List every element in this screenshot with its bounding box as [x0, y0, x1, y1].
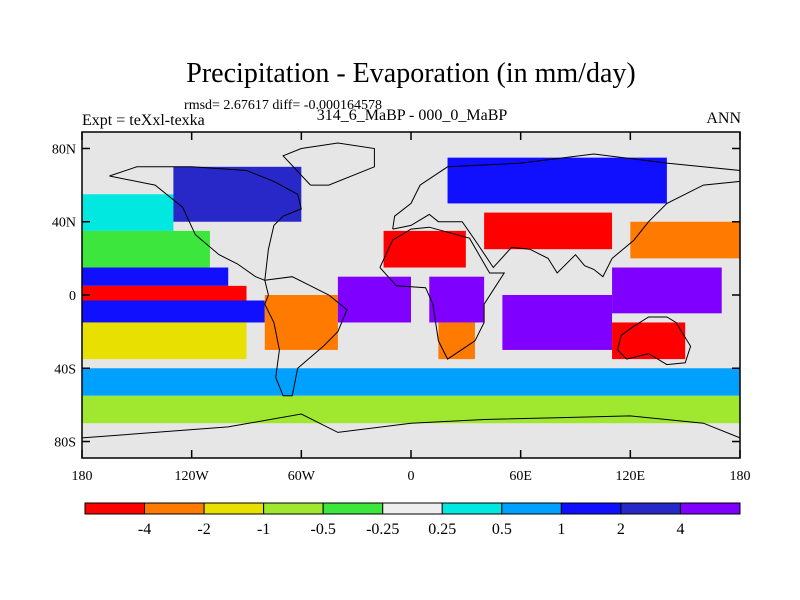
region-pacific-equatorial-red	[82, 285, 247, 301]
colorbar-swatch	[382, 502, 443, 515]
region-asia-desert	[484, 212, 613, 250]
figure-title: Precipitation - Evaporation (in mm/day)	[186, 58, 635, 89]
region-south-pacific-yellow	[82, 322, 247, 360]
experiment-label: Expt = teXxl-texka	[82, 112, 205, 129]
region-tropical-atlantic	[337, 276, 411, 323]
precip-regions	[82, 157, 740, 424]
region-subtropical-pacific	[82, 230, 210, 268]
region-central-africa	[429, 276, 485, 323]
colorbar-swatch	[322, 502, 384, 515]
colorbar-label: 0.5	[492, 521, 512, 538]
colorbar-label: -1	[257, 521, 270, 538]
south-america-coast	[264, 276, 348, 397]
lon-tick-label: 180	[730, 469, 751, 484]
lon-tick-label: 60W	[288, 469, 316, 484]
lat-tick-label: 80N	[52, 142, 76, 157]
colorbar-label: 4	[676, 521, 684, 538]
colorbar-label: -0.25	[366, 521, 399, 538]
region-indian-ocean	[502, 295, 613, 350]
greenland-coast	[282, 142, 375, 186]
lon-tick-label: 120E	[616, 469, 646, 484]
comparison-label: 314_6_MaBP - 000_0_MaBP	[317, 107, 508, 124]
colorbar-label: 1	[557, 521, 565, 538]
colorbar-label: -2	[197, 521, 210, 538]
colorbar-swatch	[144, 502, 205, 515]
lon-tick-label: 60E	[509, 469, 532, 484]
region-pacific-itcz-blue	[82, 267, 229, 286]
lat-tick-label: 40S	[54, 362, 76, 377]
colorbar-label: -0.5	[311, 521, 336, 538]
region-north-pacific-band	[82, 194, 174, 231]
colorbar-swatch	[560, 502, 622, 515]
colorbar-swatch	[203, 502, 265, 515]
lat-tick-label: 40N	[52, 216, 76, 231]
colorbar-swatch	[620, 502, 681, 515]
lat-tick-label: 0	[69, 289, 76, 304]
antarctica-coast	[81, 413, 741, 439]
colorbar-swatch	[501, 502, 562, 515]
colorbar-label: 2	[617, 521, 625, 538]
australia-coast	[616, 316, 692, 366]
north-america-coast	[109, 166, 302, 282]
colorbar-swatch	[441, 502, 503, 515]
region-antarctic-belt	[82, 395, 740, 424]
lon-tick-label: 0	[408, 469, 415, 484]
region-pacific-south-blue	[82, 300, 265, 323]
region-north-america	[173, 166, 302, 222]
colorbar-swatch	[679, 502, 741, 515]
region-south-america	[264, 295, 338, 350]
colorbar: -4 -2 -1 -0.5 -0.25 0.25 0.5 1 2 4	[84, 502, 741, 538]
africa-coast	[379, 226, 506, 360]
lon-tick-label: 180	[72, 469, 93, 484]
colorbar-swatch	[263, 502, 324, 515]
colorbar-swatch	[84, 502, 146, 515]
region-east-asia-orange	[630, 221, 740, 259]
eurasia-coast	[392, 153, 741, 278]
region-sahara	[383, 230, 466, 268]
lat-tick-label: 80S	[54, 436, 76, 451]
stats-text: rmsd= 2.67617 diff= -0.000164578	[184, 98, 382, 113]
coastlines	[81, 142, 741, 439]
lon-tick-label: 120W	[175, 469, 210, 484]
colorbar-label: 0.25	[428, 521, 456, 538]
region-west-pacific-warm-pool	[612, 267, 722, 314]
map-panel: 80N 40N 0 40S 80S 180 120W 60W 0 60E 120E 180	[52, 131, 751, 484]
colorbar-label: -4	[138, 521, 151, 538]
axis-ticks: 80N 40N 0 40S 80S 180 120W 60W 0 60E 120E 180	[52, 132, 751, 484]
region-southern-ocean-blue	[82, 368, 740, 396]
season-label: ANN	[706, 110, 741, 127]
region-australia	[612, 322, 686, 360]
region-eurasia-north	[447, 157, 667, 204]
